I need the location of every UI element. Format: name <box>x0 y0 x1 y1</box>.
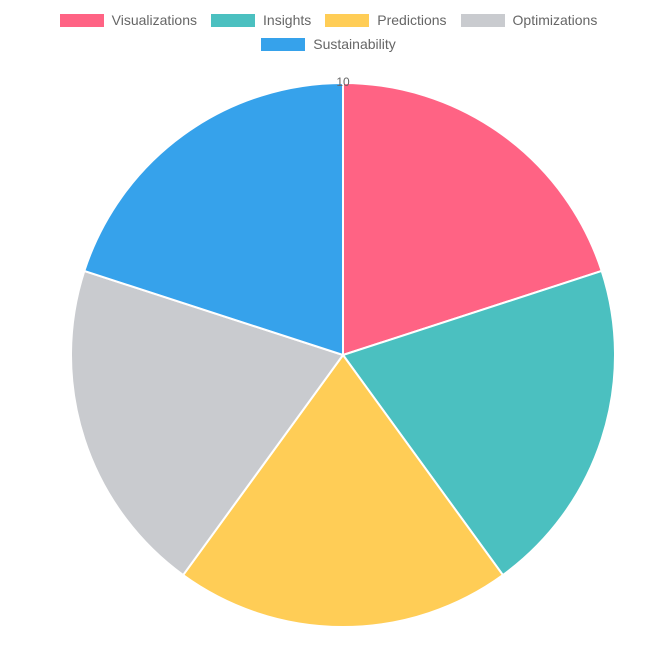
legend-label-predictions: Predictions <box>377 12 447 28</box>
pie-slice-sustainability[interactable] <box>83 81 344 357</box>
pie-slice-visualizations[interactable] <box>342 81 603 357</box>
legend-swatch-insights <box>211 13 256 27</box>
radial-tick-label: 10 <box>336 75 350 89</box>
pie-slice-predictions[interactable] <box>181 353 505 628</box>
legend-row-2: Sustainability <box>0 36 657 52</box>
legend-label-optimizations: Optimizations <box>512 12 598 28</box>
legend-item-insights[interactable]: Insights <box>211 12 311 28</box>
legend-label-sustainability: Sustainability <box>313 36 396 52</box>
legend-row-1: Visualizations Insights Predictions Opti… <box>0 12 657 28</box>
legend-label-insights: Insights <box>263 12 312 28</box>
legend-item-sustainability[interactable]: Sustainability <box>261 36 396 52</box>
legend-swatch-optimizations <box>460 13 505 27</box>
legend-item-optimizations[interactable]: Optimizations <box>460 12 598 28</box>
legend-swatch-sustainability <box>261 37 306 51</box>
pie-slices <box>70 81 616 628</box>
legend-label-visualizations: Visualizations <box>111 12 198 28</box>
chart-legend: Visualizations Insights Predictions Opti… <box>0 12 657 52</box>
legend-swatch-predictions <box>325 13 370 27</box>
pie-slice-optimizations[interactable] <box>70 269 345 577</box>
legend-swatch-visualizations <box>59 13 104 27</box>
legend-item-predictions[interactable]: Predictions <box>325 12 447 28</box>
legend-item-visualizations[interactable]: Visualizations <box>59 12 198 28</box>
pie-slice-insights[interactable] <box>341 269 616 577</box>
